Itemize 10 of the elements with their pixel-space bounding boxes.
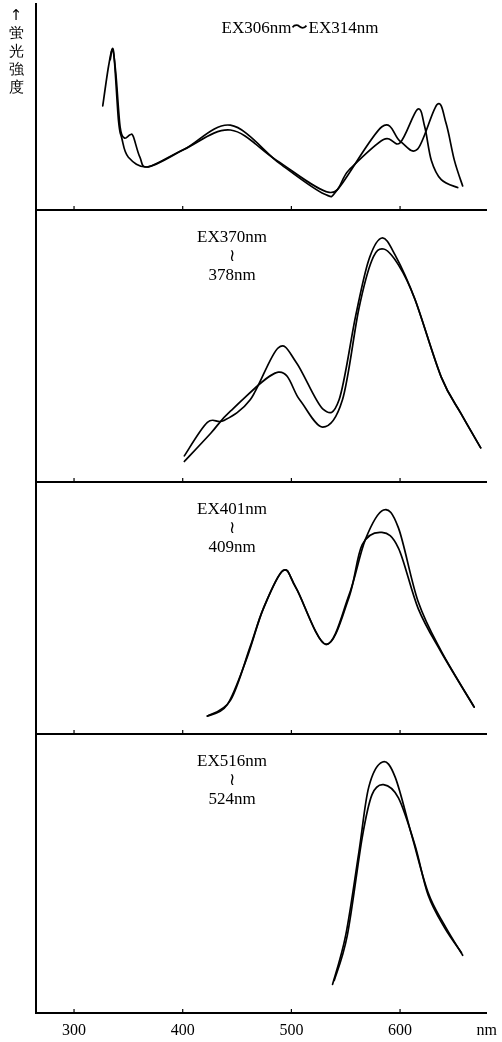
text: EX516nm ≀ 524nm bbox=[197, 751, 267, 808]
x-axis-title: nm bbox=[476, 1021, 498, 1038]
text: EX401nm ≀ 409nm bbox=[197, 499, 267, 556]
x-tick-label: 300 bbox=[62, 1021, 87, 1038]
x-tick-label: 400 bbox=[170, 1021, 195, 1038]
text: EX370nm ≀ 378nm bbox=[197, 227, 267, 284]
y-axis-title: ↑蛍光強度 bbox=[8, 6, 24, 96]
x-tick-label: 500 bbox=[279, 1021, 304, 1038]
chart-title: EX306nm〜EX314nm bbox=[221, 18, 379, 37]
x-tick-label: 600 bbox=[388, 1021, 413, 1038]
